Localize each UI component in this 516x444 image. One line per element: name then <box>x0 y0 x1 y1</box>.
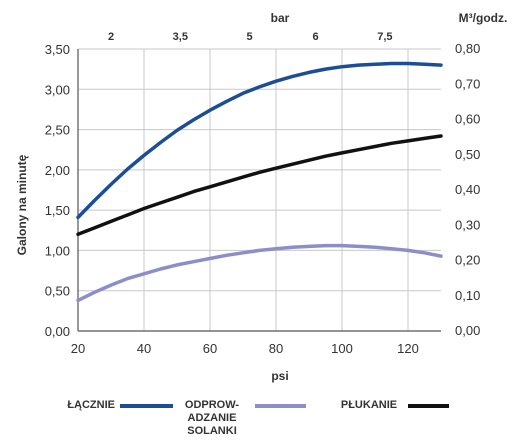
x-axis-title: psi <box>271 369 288 383</box>
axis-titles: bar M³/godz. Galony na minutę psi <box>15 11 507 383</box>
top-axis-title: bar <box>271 11 290 25</box>
legend-label-2: PŁUKANIE <box>341 399 397 411</box>
series-lines <box>76 61 443 303</box>
top-tick-label: 2 <box>108 31 114 43</box>
x-tick-label: 40 <box>137 341 151 356</box>
top-tick-label: 5 <box>247 31 253 43</box>
x-tick-label: 60 <box>203 341 217 356</box>
y-tick-label: 3,00 <box>45 82 70 97</box>
y2-tick-label: 0,30 <box>455 217 480 232</box>
plot-frame <box>77 49 441 332</box>
y-tick-label: 2,00 <box>45 163 70 178</box>
y-tick-label: 0,50 <box>45 284 70 299</box>
series-line-0 <box>76 61 443 220</box>
y-tick-label: 1,00 <box>45 243 70 258</box>
x-tick-label: 20 <box>71 341 85 356</box>
grid <box>77 48 441 332</box>
y2-tick-label: 0,80 <box>455 41 480 56</box>
tick-labels: 0,00 0,50 1,00 1,50 2,00 2,50 3,00 3,50 0,00 0,10… <box>45 31 481 356</box>
y2-tick-label: 0,50 <box>455 147 480 162</box>
x-tick-label: 120 <box>397 341 419 356</box>
y2-tick-label: 0,70 <box>455 76 480 91</box>
top-tick-label: 7,5 <box>377 31 392 43</box>
top-tick-label: 6 <box>313 31 319 43</box>
right-axis-unit: M³/godz. <box>459 11 508 25</box>
top-tick-label: 3,5 <box>173 31 188 43</box>
y-axis-title: Galony na minutę <box>15 154 29 255</box>
series-line-2 <box>76 134 443 237</box>
y2-tick-label: 0,00 <box>455 323 480 338</box>
series-line-1 <box>76 243 443 303</box>
y-tick-label: 0,00 <box>45 324 70 339</box>
y-tick-label: 3,50 <box>45 42 70 57</box>
x-tick-label: 80 <box>269 341 283 356</box>
legend-label-0: ŁĄCZNIE <box>67 399 115 411</box>
legend-label-1: ODPROW-ADZANIE SOLANKI <box>185 399 239 437</box>
y2-tick-label: 0,40 <box>455 182 480 197</box>
y-tick-label: 1,50 <box>45 203 70 218</box>
y2-tick-label: 0,60 <box>455 112 480 127</box>
legend: ŁĄCZNIE ODPROW-ADZANIE SOLANKI PŁUKANIE <box>67 399 449 437</box>
y-tick-label: 2,50 <box>45 123 70 138</box>
y2-tick-label: 0,20 <box>455 253 480 268</box>
x-tick-label: 100 <box>331 341 353 356</box>
y2-tick-label: 0,10 <box>455 288 480 303</box>
